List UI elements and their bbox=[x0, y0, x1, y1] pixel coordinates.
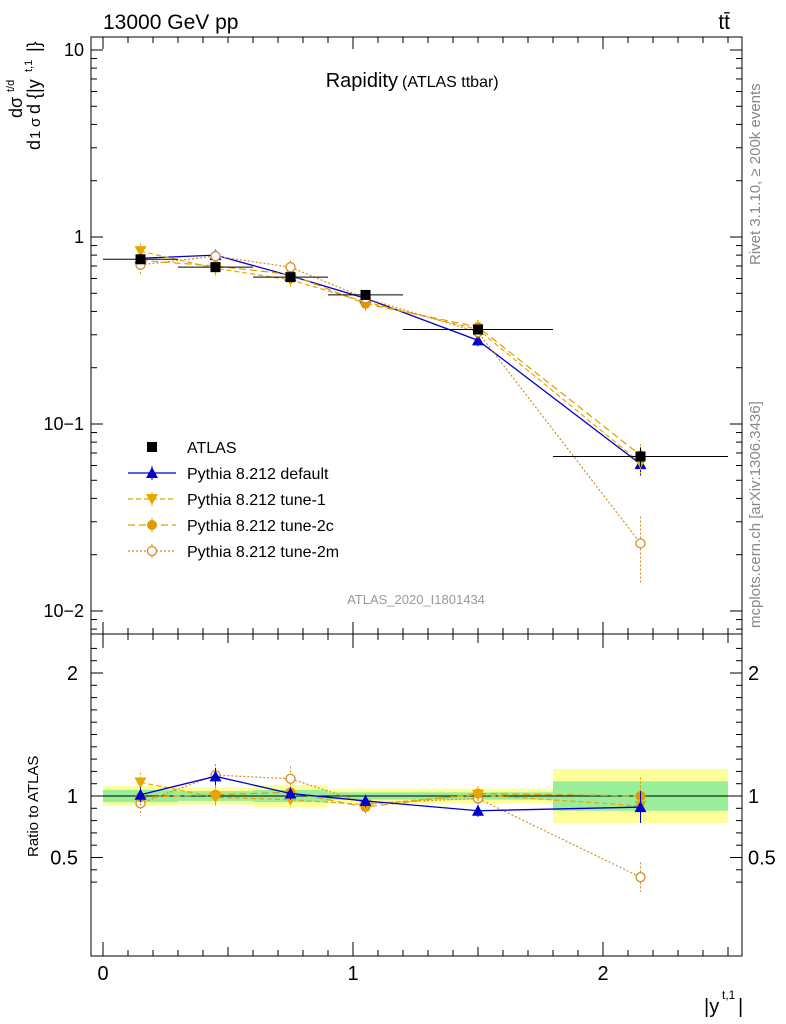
legend-marker bbox=[146, 467, 158, 478]
legend-label: Pythia 8.212 tune-1 bbox=[187, 492, 326, 509]
series-line-tune2c bbox=[140, 259, 641, 456]
point-data bbox=[635, 451, 646, 462]
legend-marker bbox=[147, 442, 157, 452]
ratio-y-tick-label-left: 0.5 bbox=[50, 848, 78, 870]
main-y-tick-label: 10−1 bbox=[43, 414, 84, 434]
ratio-y-tick-label-right: 0.5 bbox=[748, 848, 776, 870]
point-data bbox=[210, 262, 221, 273]
ratio-series-group bbox=[134, 764, 647, 892]
point-tune1 bbox=[134, 246, 147, 258]
legend-item-default: Pythia 8.212 default bbox=[128, 466, 329, 483]
ratio-point-default bbox=[134, 788, 147, 800]
legend-label: Pythia 8.212 tune-2c bbox=[187, 518, 334, 535]
ratio-point-default bbox=[472, 804, 484, 816]
ratio-line-tune2m bbox=[140, 774, 641, 878]
main-panel: 10 1 10−1 10−2 Rapidity (ATLAS ttbar) ATLAS… bbox=[5, 36, 743, 635]
ratio-frame bbox=[90, 633, 743, 957]
ratio-line-tune2c bbox=[140, 791, 641, 808]
legend-item-tune1: Pythia 8.212 tune-1 bbox=[128, 492, 326, 509]
point-default bbox=[472, 334, 484, 346]
y-label-denominator-sup: t,1 bbox=[23, 60, 35, 72]
ratio-point-tune1 bbox=[209, 792, 222, 804]
ratio-x-label: |y t,1 | bbox=[704, 988, 743, 1018]
rivet-label: Rivet 3.1.10, ≥ 200k events bbox=[747, 83, 764, 265]
ratio-y-tick-label-right: 1 bbox=[748, 786, 759, 808]
legend-label: ATLAS bbox=[187, 440, 237, 457]
main-marks bbox=[103, 243, 728, 584]
point-tune2m bbox=[210, 250, 221, 262]
series-line-tune1 bbox=[140, 250, 641, 464]
ratio-axes: 0.5 0.5 1 1 2 2 0 1 2 bbox=[50, 634, 776, 985]
y-label-dsigma: dσ bbox=[6, 97, 26, 118]
y-label-sigma: σ bbox=[27, 117, 44, 127]
ratio-y-tick-label-right: 2 bbox=[748, 663, 759, 685]
series-tune2c bbox=[135, 253, 646, 469]
header-process: tt̄ bbox=[718, 11, 730, 34]
legend-label: Pythia 8.212 tune-2m bbox=[187, 544, 339, 561]
point-data bbox=[285, 272, 296, 283]
ratio-point-tune1 bbox=[134, 777, 147, 789]
legend-marker bbox=[146, 545, 158, 557]
ratio-point-default bbox=[359, 794, 372, 806]
main-y-tick-label: 1 bbox=[74, 227, 84, 247]
ratio-y-tick-label-left: 1 bbox=[67, 786, 78, 808]
ratio-panel: 0.5 0.5 1 1 2 2 0 1 2 Ratio to ATLAS |y t,1 | bbox=[25, 633, 776, 1018]
point-tune2m bbox=[285, 261, 296, 273]
chart-title: Rapidity bbox=[326, 70, 398, 92]
legend: ATLAS Pythia 8.212 default Pythia 8.212 tu… bbox=[128, 440, 339, 561]
legend-item-data: ATLAS bbox=[147, 440, 237, 457]
ratio-y-tick-label-left: 2 bbox=[67, 663, 78, 685]
series-data bbox=[103, 254, 728, 467]
header-energy: 13000 GeV pp bbox=[103, 11, 238, 34]
ratio-point-tune1 bbox=[472, 789, 484, 801]
ratio-point-tune2m bbox=[635, 872, 646, 883]
point-data bbox=[360, 289, 371, 300]
ratio-point-tune2m bbox=[285, 773, 296, 784]
main-y-axis-label: d 1 σ dσ t/d d {|y t,1 |} bbox=[5, 41, 44, 150]
ratio-point-default bbox=[209, 770, 222, 782]
point-data bbox=[135, 254, 146, 265]
chart-subtitle: (ATLAS ttbar) bbox=[402, 74, 499, 91]
main-axes: 10 1 10−1 10−2 bbox=[43, 37, 742, 634]
legend-item-tune2c: Pythia 8.212 tune-2c bbox=[128, 518, 334, 535]
ratio-x-tick-label: 0 bbox=[97, 963, 108, 985]
legend-label: Pythia 8.212 default bbox=[187, 466, 329, 483]
point-data bbox=[473, 324, 483, 335]
y-label-denominator: d {|y bbox=[24, 79, 44, 114]
ratio-marks bbox=[91, 764, 742, 892]
point-tune2m bbox=[635, 538, 646, 549]
y-label-sup: t/d bbox=[5, 80, 17, 92]
ratio-series-default bbox=[134, 767, 647, 824]
analysis-label: ATLAS_2020_I1801434 bbox=[347, 592, 485, 607]
ratio-line-default bbox=[140, 775, 641, 812]
legend-marker bbox=[146, 494, 158, 505]
x-label-sup: t,1 bbox=[722, 988, 736, 1002]
x-label-close: | bbox=[738, 996, 743, 1018]
legend-marker bbox=[147, 520, 157, 530]
x-label-main: |y bbox=[704, 996, 719, 1018]
y-label-d: d bbox=[24, 140, 44, 150]
mcplots-label: mcplots.cern.ch [arXiv:1306.3436] bbox=[747, 401, 764, 628]
ratio-y-label: Ratio to ATLAS bbox=[25, 756, 42, 857]
series-line-default bbox=[140, 254, 641, 465]
legend-item-tune2m: Pythia 8.212 tune-2m bbox=[128, 544, 339, 561]
main-y-tick-label: 10 bbox=[64, 40, 84, 60]
ratio-point-default bbox=[284, 787, 297, 799]
main-y-tick-label: 10−2 bbox=[43, 601, 84, 621]
ratio-point-default bbox=[634, 801, 647, 813]
y-label-one-over-sigma: 1 bbox=[27, 131, 44, 139]
ratio-x-tick-label: 1 bbox=[347, 963, 358, 985]
ratio-x-tick-label: 2 bbox=[597, 963, 608, 985]
y-label-close: |} bbox=[24, 41, 44, 52]
